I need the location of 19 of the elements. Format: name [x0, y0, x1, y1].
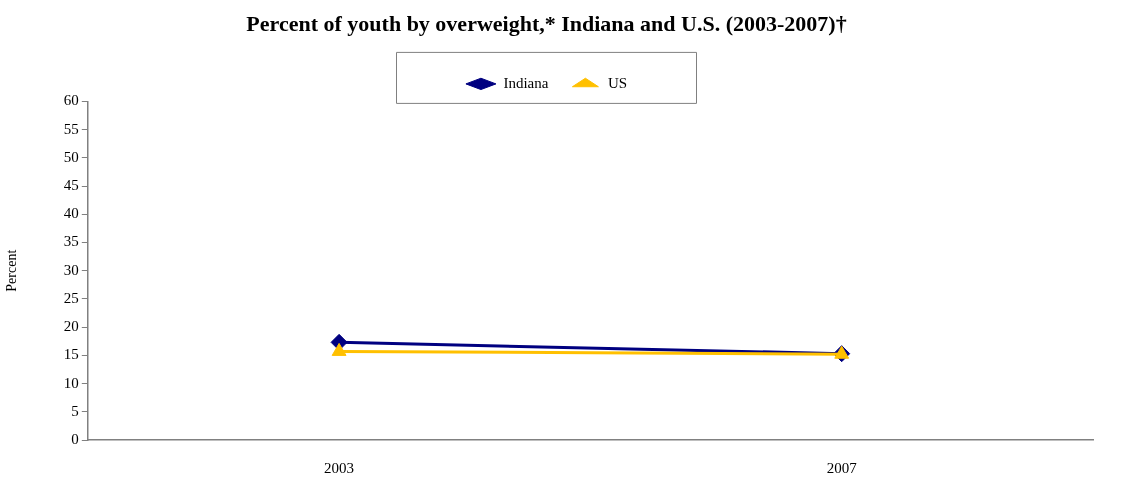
- y-tick-label: 0: [71, 430, 79, 447]
- y-tick-label: 45: [63, 176, 79, 193]
- y-tick-label: 40: [63, 205, 79, 222]
- x-tick-label: 2003: [324, 459, 355, 476]
- legend-label: Indiana: [503, 74, 549, 91]
- chart-title: Percent of youth by overweight,* Indiana and U.S. (2003-2007)†: [246, 10, 847, 36]
- y-tick-label: 30: [63, 261, 79, 278]
- y-tick-label: 15: [63, 346, 79, 363]
- y-tick-label: 20: [63, 318, 79, 335]
- y-axis-title: Percent: [4, 249, 20, 292]
- y-tick-label: 50: [63, 148, 79, 165]
- legend-label: US: [607, 74, 628, 91]
- x-tick-label: 2007: [826, 459, 858, 476]
- y-tick-label: 60: [63, 92, 79, 109]
- y-tick-label: 5: [71, 402, 79, 419]
- y-tick-label: 10: [63, 374, 79, 391]
- y-tick-label: 25: [63, 289, 79, 306]
- y-tick-label: 55: [63, 120, 79, 137]
- y-tick-label: 35: [63, 233, 79, 250]
